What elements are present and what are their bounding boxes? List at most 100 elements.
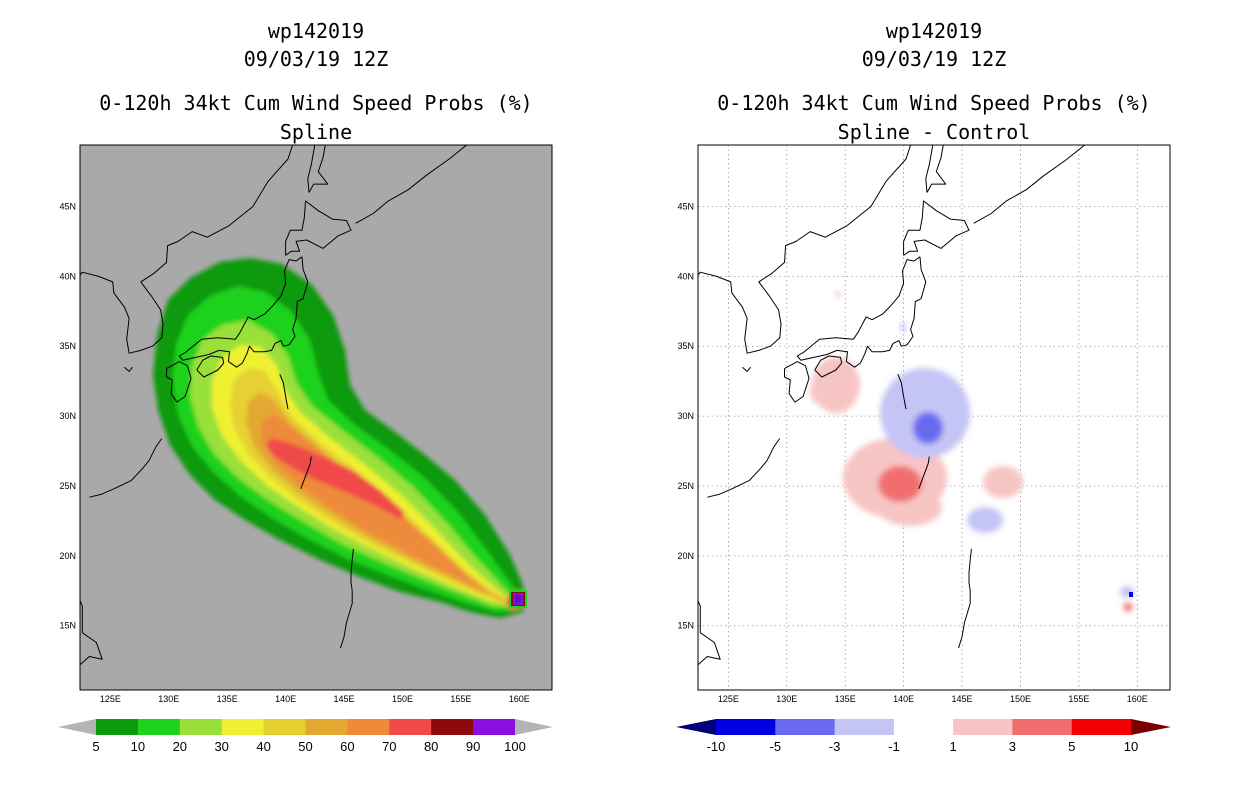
left-x-tick-150E: 150E: [392, 694, 413, 704]
left-colorbar-bin-60-70: [347, 719, 390, 735]
left-y-tick-20N: 20N: [59, 551, 76, 561]
right-title-line-1: wp142019: [886, 19, 982, 43]
right-x-tick-145E: 145E: [951, 694, 972, 704]
right-colorbar-bin-3-5: [1012, 719, 1073, 735]
coastline-segment: [973, 145, 1086, 224]
right-y-tick-45N: 45N: [677, 202, 694, 212]
right-axis-ticks: 125E 130E 135E 140E 145E 150E 155E 160E …: [677, 202, 1147, 705]
left-title-line-3: 0-120h 34kt Cum Wind Speed Probs (%): [99, 91, 532, 115]
right-x-tick-140E: 140E: [893, 694, 914, 704]
left-probability-field: [80, 145, 527, 666]
right-colorbar-label-5: 5: [1068, 739, 1075, 754]
right-title-line-2: 09/03/19 12Z: [862, 47, 1007, 71]
right-map-frame: [697, 144, 1171, 691]
coastline-segment: [308, 145, 329, 193]
left-x-tick-160E: 160E: [509, 694, 530, 704]
right-difference-field: [810, 291, 1134, 611]
right-y-tick-40N: 40N: [677, 271, 694, 281]
left-colorbar-bin-50-60: [305, 719, 348, 735]
coastline-segment: [926, 145, 947, 193]
coastline-segment: [196, 355, 225, 378]
left-colorbar-bin-20-30: [179, 719, 223, 735]
left-colorbar-bin-5-10: [96, 719, 139, 735]
right-colorbar-upper-arrow: [1131, 719, 1171, 735]
left-map-frame: [79, 144, 553, 691]
coastline-segment: [279, 374, 289, 410]
right-colorbar-bin-m1-1: [893, 719, 954, 735]
swath-30: [212, 345, 519, 607]
coastline-segment: [80, 575, 103, 666]
left-coastlines: [80, 145, 468, 666]
right-x-tick-125E: 125E: [718, 694, 739, 704]
left-colorbar-bin-80-90: [431, 719, 474, 735]
coastline-segment: [707, 438, 781, 498]
right-y-tick-20N: 20N: [677, 551, 694, 561]
right-colorbar-label-10: 10: [1124, 739, 1138, 754]
right-coastlines: [698, 145, 1086, 666]
right-title-line-4: Spline - Control: [838, 120, 1031, 144]
left-x-tick-130E: 130E: [158, 694, 179, 704]
coastline-segment: [958, 548, 972, 649]
right-y-tick-15N: 15N: [677, 621, 694, 631]
right-panel: wp142019 09/03/19 12Z 0-120h 34kt Cum Wi…: [676, 19, 1171, 754]
right-colorbar: -10 -5 -3 -1 1 3 5 10: [676, 719, 1171, 754]
right-colorbar-label-m3: -3: [829, 739, 841, 754]
coastline-segment: [698, 145, 912, 354]
right-x-tick-155E: 155E: [1068, 694, 1089, 704]
left-y-tick-45N: 45N: [59, 202, 76, 212]
left-colorbar-bin-10-20: [137, 719, 181, 735]
coastline-segment: [698, 575, 721, 666]
coastline-segment: [897, 374, 907, 410]
left-title-line-4: Spline: [280, 120, 352, 144]
right-title-line-3: 0-120h 34kt Cum Wind Speed Probs (%): [717, 91, 1150, 115]
right-colorbar-label-1: 1: [949, 739, 956, 754]
right-colorbar-label-m1: -1: [888, 739, 900, 754]
right-colorbar-label-3: 3: [1009, 739, 1016, 754]
left-colorbar-label-100: 100: [504, 739, 526, 754]
left-axis-ticks: 125E 130E 135E 140E 145E 150E 155E 160E …: [59, 202, 529, 705]
left-colorbar-label-10: 10: [131, 739, 145, 754]
left-colorbar-lower-arrow: [58, 719, 96, 735]
left-y-tick-15N: 15N: [59, 621, 76, 631]
left-colorbar-upper-arrow: [515, 719, 553, 735]
left-colorbar-label-90: 90: [466, 739, 480, 754]
left-colorbar-label-40: 40: [256, 739, 270, 754]
left-x-tick-135E: 135E: [217, 694, 238, 704]
coastline-segment: [166, 361, 192, 403]
swath-70: [266, 438, 404, 520]
right-colorbar-lower-arrow: [676, 719, 716, 735]
left-colorbar-label-20: 20: [173, 739, 187, 754]
left-y-tick-35N: 35N: [59, 341, 76, 351]
right-y-tick-35N: 35N: [677, 341, 694, 351]
peak-core: [515, 595, 521, 603]
diff-pos-4-light: [1123, 603, 1133, 611]
diff-pos-2-mid: [878, 466, 922, 502]
coastline-segment: [307, 145, 316, 193]
swath-50: [246, 392, 517, 605]
diff-pos-small: [835, 291, 841, 297]
right-x-tick-150E: 150E: [1010, 694, 1031, 704]
coastline-segment: [903, 200, 970, 256]
coastline-segment: [178, 256, 309, 368]
right-colorbar-bin-1-3: [953, 719, 1013, 735]
diff-neg-small: [900, 322, 906, 332]
left-x-tick-125E: 125E: [100, 694, 121, 704]
coastline-segment: [918, 456, 930, 489]
diff-neg-core: [1129, 592, 1133, 597]
coastline-segment: [784, 361, 810, 403]
coastline-segment: [124, 366, 133, 372]
left-x-tick-140E: 140E: [275, 694, 296, 704]
right-colorbar-bin-m5-m3: [775, 719, 836, 735]
coastline-segment: [80, 145, 294, 354]
left-colorbar-label-30: 30: [214, 739, 228, 754]
left-colorbar: 5 10 20 30 40 50 60 70 80 90 100: [58, 719, 553, 754]
left-title-line-1: wp142019: [268, 19, 364, 43]
right-x-tick-160E: 160E: [1127, 694, 1148, 704]
left-y-tick-25N: 25N: [59, 481, 76, 491]
diff-pos-3-light: [983, 466, 1023, 498]
left-y-tick-40N: 40N: [59, 271, 76, 281]
diff-neg-1-mid: [913, 412, 943, 444]
left-colorbar-bin-70-80: [389, 719, 432, 735]
coastline-segment: [355, 145, 468, 224]
right-colorbar-bin-5-10: [1071, 719, 1132, 735]
